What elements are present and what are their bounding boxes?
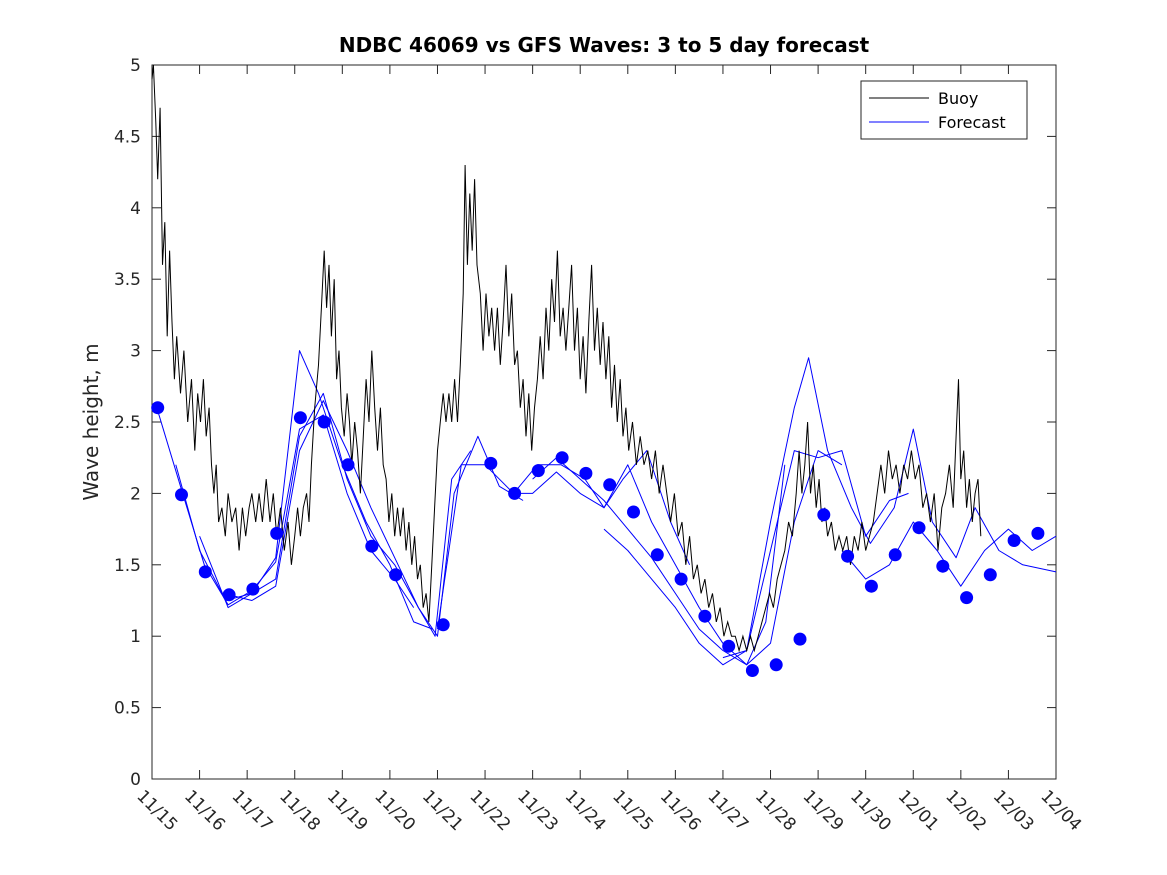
forecast-marker-17 bbox=[603, 478, 617, 492]
x-tick-label-9: 11/24 bbox=[561, 786, 610, 835]
x-tick-label-13: 11/28 bbox=[751, 786, 800, 835]
y-tick-label-0: 0 bbox=[130, 770, 141, 790]
forecast-marker-4 bbox=[246, 582, 260, 596]
x-tick-label-3: 11/18 bbox=[275, 786, 324, 835]
forecast-marker-30 bbox=[912, 521, 926, 535]
x-tick-label-19: 12/04 bbox=[1036, 786, 1085, 835]
forecast-line-6 bbox=[532, 450, 843, 666]
x-tick-label-18: 12/03 bbox=[989, 786, 1038, 835]
forecast-line-7 bbox=[603, 450, 909, 666]
buoy-line bbox=[151, 64, 982, 653]
y-tick-labels: 0 0.5 1 1.5 2 2.5 3 3.5 4 4.5 5 bbox=[114, 56, 141, 790]
forecast-marker-8 bbox=[341, 458, 355, 472]
forecast-marker-13 bbox=[508, 486, 522, 500]
forecast-marker-22 bbox=[722, 639, 736, 653]
y-axis-label: Wave height, m bbox=[79, 343, 103, 500]
forecast-marker-21 bbox=[698, 609, 712, 623]
x-tick-label-16: 12/01 bbox=[894, 786, 943, 835]
forecast-marker-32 bbox=[960, 591, 974, 605]
forecast-marker-31 bbox=[936, 559, 950, 573]
forecast-marker-29 bbox=[888, 548, 902, 562]
axis-ticks bbox=[151, 64, 1057, 780]
legend-buoy-label: Buoy bbox=[938, 89, 978, 108]
forecast-marker-18 bbox=[627, 505, 640, 519]
x-tick-label-15: 11/30 bbox=[846, 786, 895, 835]
x-tick-label-12: 11/27 bbox=[703, 786, 752, 835]
forecast-marker-16 bbox=[579, 466, 593, 480]
forecast-marker-14 bbox=[531, 464, 545, 478]
forecast-marker-28 bbox=[864, 579, 878, 593]
x-tick-label-10: 11/25 bbox=[608, 786, 657, 835]
forecast-marker-0 bbox=[151, 401, 165, 415]
forecast-marker-25 bbox=[793, 632, 807, 646]
y-tick-label-9: 4.5 bbox=[114, 127, 141, 147]
forecast-marker-2 bbox=[198, 565, 212, 579]
x-tick-label-4: 11/19 bbox=[323, 786, 372, 835]
forecast-marker-11 bbox=[436, 618, 450, 632]
x-tick-label-6: 11/21 bbox=[418, 786, 467, 835]
y-tick-label-6: 3 bbox=[130, 342, 141, 362]
forecast-marker-23 bbox=[745, 664, 759, 677]
forecast-marker-3 bbox=[222, 588, 236, 602]
y-tick-label-8: 4 bbox=[130, 199, 141, 219]
forecast-marker-15 bbox=[555, 451, 569, 465]
forecast-marker-12 bbox=[484, 456, 498, 470]
y-tick-label-3: 1.5 bbox=[114, 556, 141, 576]
y-tick-label-1: 0.5 bbox=[114, 699, 141, 719]
y-tick-label-2: 1 bbox=[130, 627, 141, 647]
y-tick-label-7: 3.5 bbox=[114, 270, 141, 290]
x-tick-label-5: 11/20 bbox=[370, 786, 419, 835]
forecast-marker-1 bbox=[175, 488, 188, 502]
x-tick-label-7: 11/22 bbox=[466, 786, 515, 835]
forecast-marker-35 bbox=[1031, 526, 1045, 540]
forecast-marker-6 bbox=[293, 411, 307, 425]
legend: Buoy Forecast bbox=[860, 80, 1028, 140]
forecast-marker-19 bbox=[650, 548, 664, 562]
forecast-line-4 bbox=[437, 450, 691, 630]
x-tick-label-17: 12/02 bbox=[941, 786, 990, 835]
y-tick-label-5: 2.5 bbox=[114, 413, 141, 433]
forecast-marker-26 bbox=[817, 508, 831, 522]
y-tick-label-10: 5 bbox=[130, 56, 141, 76]
x-tick-label-8: 11/23 bbox=[513, 786, 562, 835]
forecast-marker-5 bbox=[270, 526, 284, 540]
legend-box bbox=[860, 80, 1028, 140]
forecast-marker-24 bbox=[769, 658, 783, 672]
x-tick-label-2: 11/17 bbox=[228, 786, 277, 835]
forecast-line-3 bbox=[223, 400, 524, 637]
x-tick-label-14: 11/29 bbox=[799, 786, 848, 835]
buoy-line-group bbox=[151, 64, 982, 653]
forecast-marker-20 bbox=[674, 572, 688, 586]
x-tick-label-11: 11/26 bbox=[656, 786, 705, 835]
legend-forecast-label: Forecast bbox=[938, 113, 1006, 132]
chart-title: NDBC 46069 vs GFS Waves: 3 to 5 day fore… bbox=[339, 33, 870, 57]
forecast-markers bbox=[151, 401, 1045, 677]
y-tick-label-4: 2 bbox=[130, 484, 141, 504]
forecast-marker-27 bbox=[841, 549, 855, 563]
forecast-marker-9 bbox=[365, 539, 379, 553]
x-tick-label-0: 11/15 bbox=[132, 786, 181, 835]
forecast-marker-34 bbox=[1007, 534, 1021, 547]
x-tick-label-1: 11/16 bbox=[180, 786, 229, 835]
plot-area bbox=[151, 64, 1057, 780]
forecast-marker-10 bbox=[389, 568, 403, 582]
forecast-marker-7 bbox=[317, 415, 331, 429]
x-tick-labels: 11/1511/1611/1711/1811/1911/2011/2111/22… bbox=[132, 786, 1085, 835]
forecast-marker-33 bbox=[983, 568, 997, 582]
forecast-line-8 bbox=[722, 357, 1057, 659]
